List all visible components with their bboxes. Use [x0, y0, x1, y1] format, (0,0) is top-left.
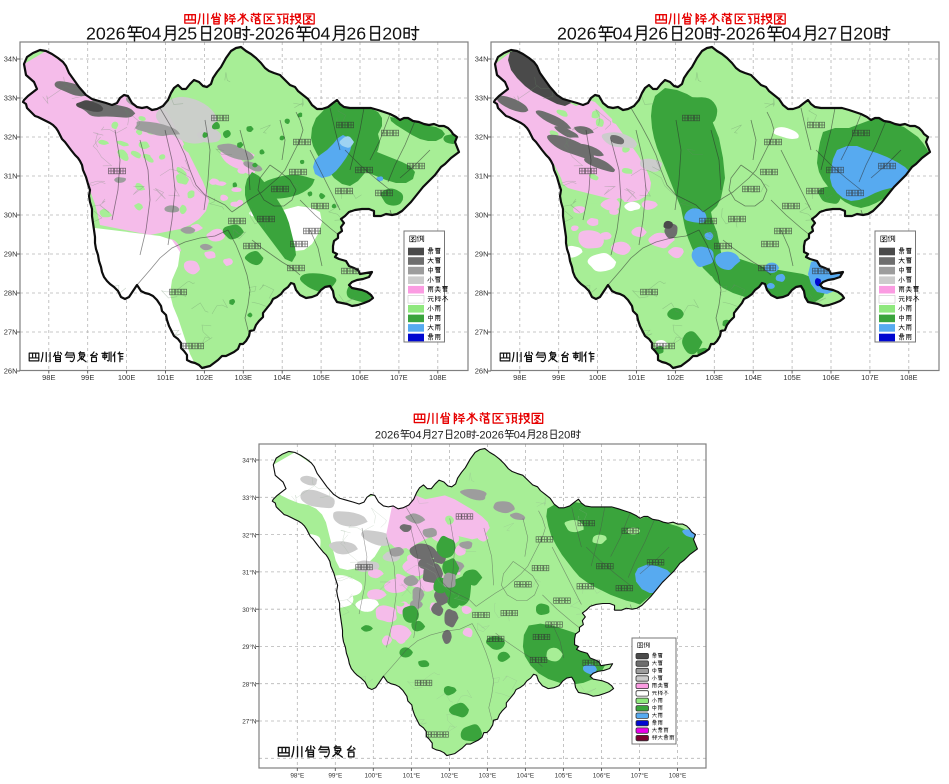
- svg-text:26: 26: [648, 24, 668, 44]
- svg-text:99E: 99E: [552, 373, 565, 382]
- svg-text:101E: 101E: [157, 373, 175, 382]
- svg-text:-2026: -2026: [249, 24, 295, 44]
- svg-text:107E: 107E: [861, 373, 879, 382]
- svg-text:2026: 2026: [375, 429, 399, 441]
- svg-text:106E: 106E: [822, 373, 840, 382]
- svg-text:98E: 98E: [513, 373, 526, 382]
- svg-text:102E: 102E: [667, 373, 685, 382]
- svg-text:04: 04: [409, 429, 421, 441]
- svg-text:20: 20: [213, 24, 233, 44]
- svg-text:108°E: 108°E: [669, 772, 686, 780]
- svg-text:28N: 28N: [4, 289, 18, 298]
- svg-text:-2026: -2026: [476, 429, 504, 441]
- svg-text:30N: 30N: [4, 211, 18, 220]
- svg-text:20: 20: [684, 24, 704, 44]
- svg-text:20: 20: [454, 429, 466, 441]
- svg-text:31N: 31N: [475, 172, 489, 181]
- svg-text:04: 04: [514, 429, 526, 441]
- svg-text:103E: 103E: [706, 373, 724, 382]
- svg-text:100E: 100E: [589, 373, 607, 382]
- svg-text:28: 28: [536, 429, 548, 441]
- svg-text:107°E: 107°E: [631, 772, 648, 780]
- svg-text:33N: 33N: [475, 94, 489, 103]
- svg-text:04: 04: [142, 24, 162, 44]
- svg-text:28N: 28N: [475, 289, 489, 298]
- svg-text:32N: 32N: [4, 133, 18, 142]
- svg-text:108E: 108E: [429, 373, 447, 382]
- svg-text:105°E: 105°E: [555, 772, 572, 780]
- svg-text:29N: 29N: [4, 250, 18, 259]
- svg-text:28°N: 28°N: [242, 680, 257, 688]
- svg-text:102E: 102E: [196, 373, 214, 382]
- svg-text:26N: 26N: [475, 367, 489, 376]
- svg-text:105E: 105E: [783, 373, 801, 382]
- svg-text:107E: 107E: [390, 373, 408, 382]
- svg-text:98E: 98E: [42, 373, 55, 382]
- svg-text:98°E: 98°E: [290, 772, 304, 780]
- svg-text:30N: 30N: [475, 211, 489, 220]
- svg-text:106°E: 106°E: [593, 772, 610, 780]
- svg-text:105E: 105E: [312, 373, 330, 382]
- svg-text:104E: 104E: [744, 373, 762, 382]
- svg-text:101°E: 101°E: [403, 772, 420, 780]
- svg-text:27: 27: [817, 24, 837, 44]
- svg-text:25: 25: [177, 24, 197, 44]
- svg-text:100E: 100E: [118, 373, 136, 382]
- svg-text:34N: 34N: [475, 55, 489, 64]
- svg-text:04: 04: [311, 24, 331, 44]
- svg-text:27N: 27N: [475, 328, 489, 337]
- svg-text:26: 26: [346, 24, 366, 44]
- svg-text:31N: 31N: [4, 172, 18, 181]
- svg-text:103E: 103E: [235, 373, 253, 382]
- svg-text:27°N: 27°N: [242, 718, 257, 726]
- svg-text:30°N: 30°N: [242, 606, 257, 614]
- svg-text:2026: 2026: [557, 24, 597, 44]
- svg-text:99°E: 99°E: [328, 772, 342, 780]
- svg-text:26N: 26N: [4, 367, 18, 376]
- svg-text:33°N: 33°N: [242, 494, 257, 502]
- svg-text:29°N: 29°N: [242, 643, 257, 651]
- svg-text:20: 20: [853, 24, 873, 44]
- svg-text:101E: 101E: [628, 373, 646, 382]
- svg-text:31°N: 31°N: [242, 569, 257, 577]
- svg-text:29N: 29N: [475, 250, 489, 259]
- svg-text:102°E: 102°E: [441, 772, 458, 780]
- svg-text:32°N: 32°N: [242, 531, 257, 539]
- svg-text:27N: 27N: [4, 328, 18, 337]
- svg-text:20: 20: [382, 24, 402, 44]
- svg-text:104°E: 104°E: [517, 772, 534, 780]
- svg-text:2026: 2026: [86, 24, 126, 44]
- svg-text:100°E: 100°E: [365, 772, 382, 780]
- svg-text:04: 04: [613, 24, 633, 44]
- svg-text:106E: 106E: [351, 373, 369, 382]
- svg-text:04: 04: [782, 24, 802, 44]
- svg-text:-2026: -2026: [720, 24, 766, 44]
- svg-text:33N: 33N: [4, 94, 18, 103]
- svg-text:20: 20: [558, 429, 570, 441]
- svg-text:27: 27: [431, 429, 443, 441]
- svg-text:108E: 108E: [900, 373, 918, 382]
- svg-text:104E: 104E: [273, 373, 291, 382]
- svg-text:34N: 34N: [4, 55, 18, 64]
- svg-text:32N: 32N: [475, 133, 489, 142]
- svg-text:99E: 99E: [81, 373, 94, 382]
- svg-text:103°E: 103°E: [479, 772, 496, 780]
- svg-text:34°N: 34°N: [242, 457, 257, 465]
